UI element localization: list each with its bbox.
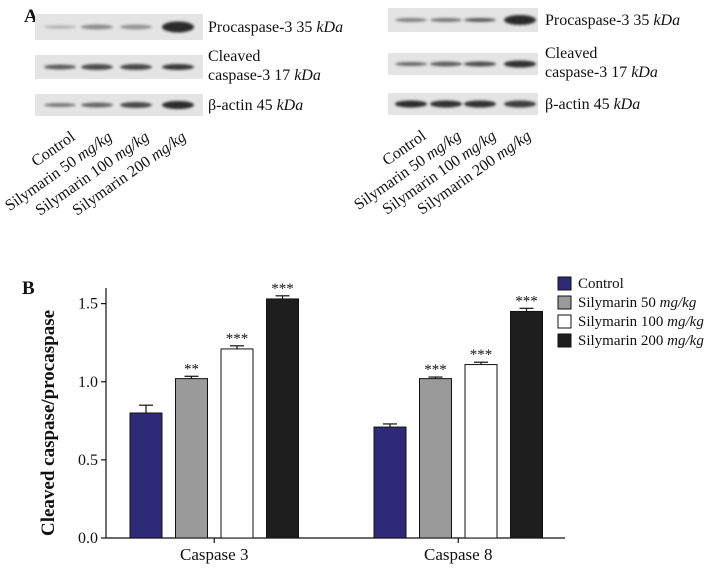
significance-label: ***	[515, 293, 538, 309]
panel-a-label: A	[24, 6, 38, 27]
legend-swatch	[557, 333, 572, 348]
legend: Control Silymarin 50 mg/kg Silymarin 100 m…	[557, 276, 704, 349]
row-label: Procaspase-3 35 kDa	[208, 19, 343, 36]
y-axis-label: Cleaved caspase/procaspase	[38, 310, 59, 536]
band	[430, 100, 462, 108]
significance-label: ***	[470, 347, 493, 363]
row-label: β-actin 45 kDa	[208, 97, 303, 114]
band	[44, 64, 76, 70]
bar	[220, 348, 254, 539]
band	[162, 101, 194, 109]
legend-label: Control	[578, 276, 624, 292]
band	[504, 15, 536, 25]
significance-label: ***	[271, 281, 294, 297]
band	[120, 24, 152, 30]
blot-strip	[388, 53, 538, 75]
legend-label: Silymarin 200 mg/kg	[578, 333, 704, 349]
legend-label: Silymarin 50 mg/kg	[578, 295, 697, 311]
blot-2: Procaspase-3 35 kDa Cleaved caspase-3 17 k…	[351, 8, 680, 218]
band	[395, 100, 427, 108]
row-label: Cleaved	[545, 45, 597, 62]
row-label: β-actin 45 kDa	[545, 96, 640, 113]
band	[464, 100, 496, 108]
blot-strip	[388, 93, 538, 115]
significance-label: **	[184, 361, 199, 377]
significance-label: ***	[226, 331, 249, 347]
band	[395, 62, 427, 66]
band	[81, 102, 113, 108]
bar	[419, 378, 452, 539]
bar-chart: Cleaved caspase/procaspase 0.0 0.5 1.0 1.5 Ca…	[38, 276, 704, 564]
row-label: caspase-3 17 kDa	[545, 64, 658, 81]
bar	[510, 310, 543, 539]
y-tick-label: 0.0	[78, 530, 98, 547]
x-tick-label: Caspase 3	[180, 545, 248, 564]
band	[395, 18, 427, 22]
band	[162, 64, 194, 70]
band	[44, 103, 76, 107]
y-tick-label: 1.5	[78, 296, 98, 313]
y-tick-label: 1.0	[78, 374, 98, 391]
bar	[129, 412, 163, 539]
band	[81, 24, 113, 30]
y-tick-label: 0.5	[78, 452, 98, 469]
legend-swatch	[557, 276, 572, 291]
bar	[266, 298, 299, 539]
x-tick-label: Caspase 8	[424, 545, 492, 564]
bar	[175, 378, 208, 539]
bar	[373, 426, 407, 539]
band	[162, 21, 194, 33]
western-blots: Procaspase-3 35 kDa Cleaved caspase-3 17 k…	[2, 8, 680, 219]
band	[504, 60, 536, 68]
band	[430, 61, 462, 67]
band	[44, 25, 76, 29]
legend-swatch	[557, 295, 572, 310]
bar	[464, 364, 498, 539]
row-label: Cleaved	[208, 48, 260, 65]
band	[120, 102, 152, 108]
row-label: Procaspase-3 35 kDa	[545, 12, 680, 29]
legend-swatch	[557, 314, 572, 329]
row-label: caspase-3 17 kDa	[208, 67, 321, 84]
panel-b-label: B	[22, 278, 35, 299]
band	[504, 100, 536, 108]
significance-label: ***	[424, 362, 447, 378]
band	[430, 18, 462, 22]
blot-1: Procaspase-3 35 kDa Cleaved caspase-3 17 k…	[2, 14, 343, 219]
band	[120, 64, 152, 70]
legend-label: Silymarin 100 mg/kg	[578, 314, 704, 330]
blot-strip	[35, 94, 203, 116]
band	[464, 61, 496, 67]
band	[464, 18, 496, 22]
band	[81, 64, 113, 70]
